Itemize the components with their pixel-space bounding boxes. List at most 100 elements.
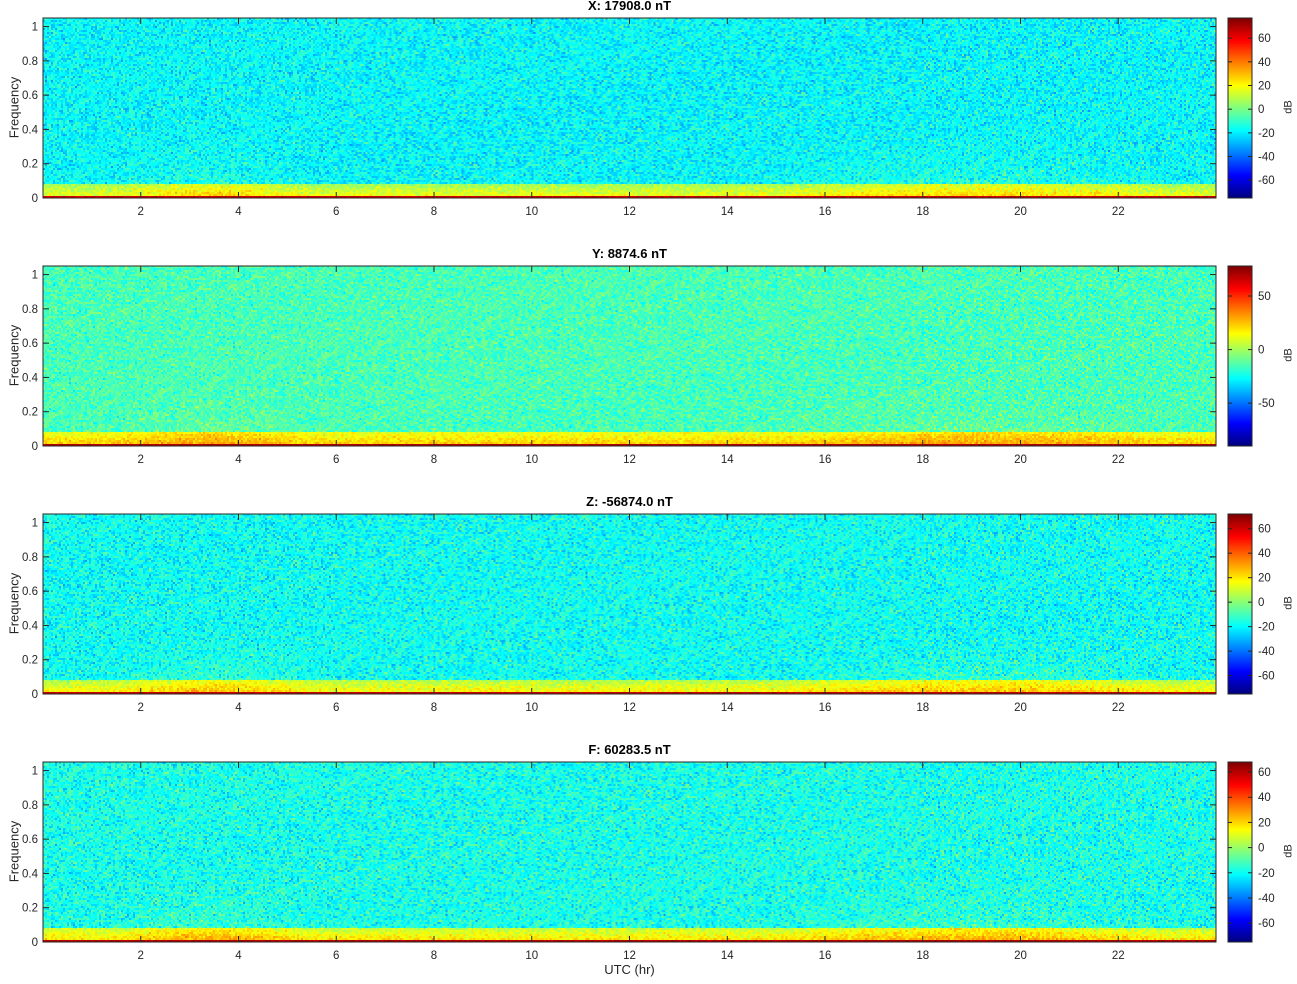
x-tick-label: 16 [819,950,832,962]
y-tick-label: 0.8 [22,304,38,316]
x-tick-label: 18 [916,950,929,962]
y-tick-label: 0.2 [22,159,38,171]
spectrogram-image [43,266,1216,446]
colorbar-tick-label: 40 [1258,548,1271,560]
x-tick-label: 20 [1014,206,1027,218]
colorbar [1228,762,1252,942]
colorbar-tick-label: 40 [1258,57,1271,69]
colorbar-tick-label: -40 [1258,893,1275,905]
panel-z: Z: -56874.0 nT [0,494,1297,736]
y-tick-label: 1 [32,270,38,282]
y-tick-label: 0.8 [22,552,38,564]
x-tick-label: 10 [525,702,538,714]
colorbar-frame [1227,265,1253,447]
colorbar-tick-label: -20 [1258,128,1275,140]
x-tick-label: 8 [431,454,437,466]
x-tick-label: 14 [721,702,734,714]
y-tick-label: 0.4 [22,372,39,384]
x-tick-label: 4 [235,206,242,218]
y-tick-label: 0.2 [22,407,38,419]
colorbar-tick-label: 20 [1258,817,1271,829]
x-tick-label: 6 [333,702,339,714]
y-tick-label: 0 [32,193,38,205]
y-tick-label: 1 [32,766,38,778]
colorbar-tick-label: -20 [1258,868,1275,880]
y-tick-label: 0.8 [22,56,38,68]
y-tick-label: 0.6 [22,586,38,598]
x-tick-label: 12 [623,950,636,962]
colorbar-tick-label: 20 [1258,573,1271,585]
colorbar-tick-label: 50 [1258,291,1271,303]
x-tick-label: 2 [138,454,144,466]
colorbar-tick-label: -40 [1258,646,1275,658]
x-tick-label: 8 [431,206,437,218]
y-tick-label: 0.4 [22,868,39,880]
colorbar-tick-label: 60 [1258,767,1271,779]
x-tick-label: 18 [916,702,929,714]
x-tick-label: 18 [916,206,929,218]
panel-title: X: 17908.0 nT [587,0,672,13]
y-tick-label: 0.8 [22,800,38,812]
colorbar-tick-label: -20 [1258,622,1275,634]
spectrogram-image [43,18,1216,198]
y-tick-label: 0 [32,441,38,453]
x-tick-label: 6 [333,454,339,466]
y-tick-label: 0.6 [22,338,38,350]
colorbar-tick-label: 0 [1258,104,1264,116]
colorbar-tick-label: 40 [1258,792,1271,804]
y-tick-label: 0.6 [22,90,38,102]
x-axis-label: UTC (hr) [604,962,655,977]
x-tick-label: 12 [623,454,636,466]
x-tick-label: 8 [431,950,437,962]
x-tick-label: 2 [138,702,144,714]
plot-frame [42,761,1217,943]
panel-y: Y: 8874.6 nT [0,246,1297,488]
y-tick-label: 0 [32,937,38,949]
x-tick-label: 14 [721,950,734,962]
x-tick-label: 10 [525,206,538,218]
y-tick-label: 0.4 [22,620,39,632]
x-tick-label: 10 [525,454,538,466]
x-tick-label: 20 [1014,454,1027,466]
x-tick-label: 4 [235,950,242,962]
x-tick-label: 8 [431,702,437,714]
x-tick-label: 14 [721,206,734,218]
x-tick-label: 2 [138,206,144,218]
y-tick-label: 0.2 [22,903,38,915]
y-axis-label: Frequency [6,820,22,883]
x-tick-label: 6 [333,206,339,218]
x-tick-label: 12 [623,702,636,714]
colorbar [1228,18,1252,198]
spectrogram-image [43,762,1216,942]
x-tick-label: 4 [235,454,242,466]
colorbar-tick-label: 0 [1258,597,1264,609]
y-tick-label: 1 [32,518,38,530]
y-tick-label: 0.2 [22,655,38,667]
colorbar-tick-label: -50 [1258,398,1275,410]
x-tick-label: 20 [1014,950,1027,962]
colorbar-tick-label: -60 [1258,918,1275,930]
panel-x: X: 17908.0 nT [0,0,1297,240]
panel-title: Y: 8874.6 nT [592,246,667,261]
colorbar-frame [1227,513,1253,695]
colorbar-tick-label: -60 [1258,671,1275,683]
y-tick-label: 0 [32,689,38,701]
x-tick-label: 6 [333,950,339,962]
x-tick-label: 16 [819,454,832,466]
colorbar-label: dB [1282,844,1295,858]
y-tick-label: 1 [32,22,38,34]
panel-title: F: 60283.5 nT [588,742,671,757]
x-tick-label: 18 [916,454,929,466]
colorbar-tick-label: 60 [1258,524,1271,536]
colorbar-tick-label: 60 [1258,33,1271,45]
y-tick-label: 0.4 [22,124,39,136]
x-tick-label: 2 [138,950,144,962]
colorbar-frame [1227,17,1253,199]
panel-title: Z: -56874.0 nT [586,494,673,509]
colorbar [1228,514,1252,694]
x-tick-label: 10 [525,950,538,962]
